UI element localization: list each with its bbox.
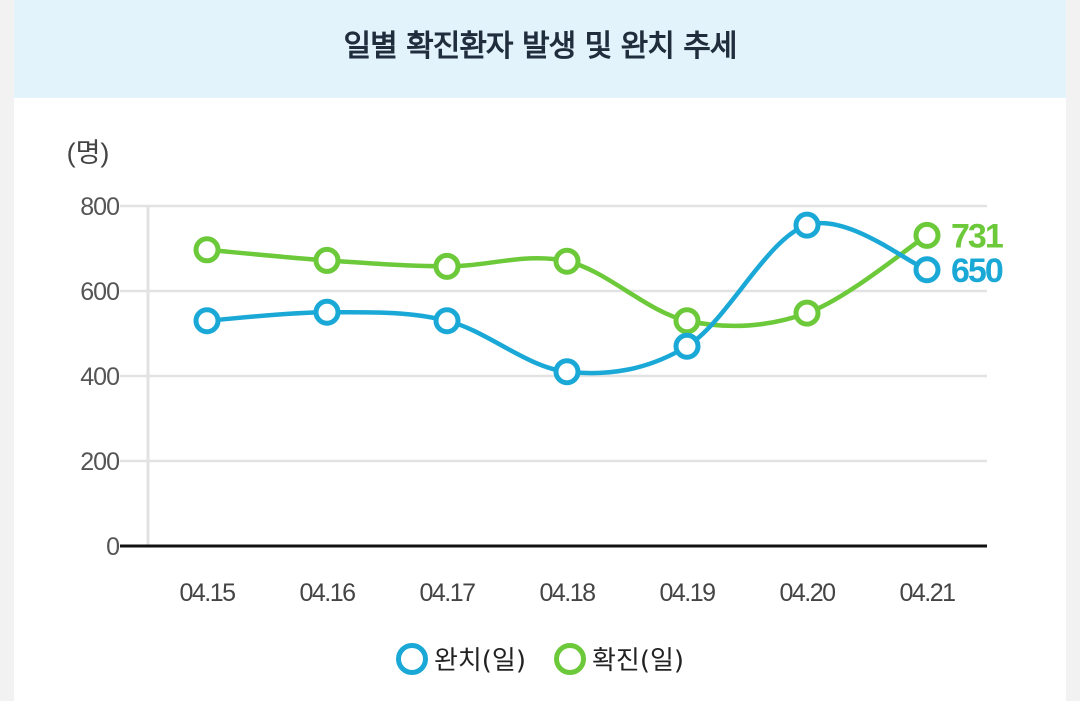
legend-marker-confirmed	[554, 642, 586, 675]
x-tick-label: 04.16	[299, 579, 355, 607]
chart-card: 일별 확진환자 발생 및 완치 추세	[14, 0, 1066, 701]
data-point-confirmed	[913, 221, 941, 249]
data-point-confirmed	[673, 307, 701, 335]
data-point-recovered	[913, 256, 941, 284]
y-axis-unit-label: (명)	[67, 138, 110, 168]
data-point-confirmed	[193, 236, 221, 264]
x-tick-label: 04.19	[659, 579, 715, 607]
data-point-recovered	[553, 358, 581, 386]
legend-item-confirmed[interactable]: 확진(일)	[554, 640, 684, 677]
data-point-recovered	[433, 307, 461, 335]
chart-header: 일별 확진환자 발생 및 완치 추세	[14, 0, 1066, 98]
y-tick-label: 800	[80, 193, 119, 221]
y-tick-label: 0	[106, 533, 119, 561]
legend-item-recovered[interactable]: 완치(일)	[395, 640, 526, 677]
x-tick-label: 04.21	[899, 579, 955, 607]
legend-marker-recovered	[395, 642, 428, 675]
legend-label-confirmed: 확진(일)	[592, 646, 685, 676]
data-point-confirmed	[793, 299, 821, 327]
x-tick-label: 04.17	[419, 579, 475, 607]
y-tick-label: 600	[80, 278, 119, 306]
x-tick-label: 04.15	[179, 579, 235, 607]
data-point-confirmed	[553, 247, 581, 275]
y-tick-label: 400	[80, 363, 119, 391]
data-point-recovered	[313, 298, 341, 326]
x-tick-label: 04.20	[779, 579, 835, 607]
data-point-confirmed	[313, 246, 341, 274]
end-value-label-recovered: 650	[951, 252, 1003, 290]
data-point-recovered	[793, 211, 821, 239]
y-tick-label: 200	[80, 448, 119, 476]
x-tick-label: 04.18	[539, 579, 595, 607]
chart-legend: 완치(일) 확진(일)	[0, 640, 1080, 677]
data-point-recovered	[193, 307, 221, 335]
end-value-label-confirmed: 731	[951, 217, 1003, 255]
series-line-recovered	[204, 220, 930, 376]
legend-label-recovered: 완치(일)	[433, 646, 526, 676]
data-point-confirmed	[433, 252, 461, 280]
data-point-recovered	[673, 332, 701, 360]
chart-title: 일별 확진환자 발생 및 완치 추세	[343, 29, 737, 64]
